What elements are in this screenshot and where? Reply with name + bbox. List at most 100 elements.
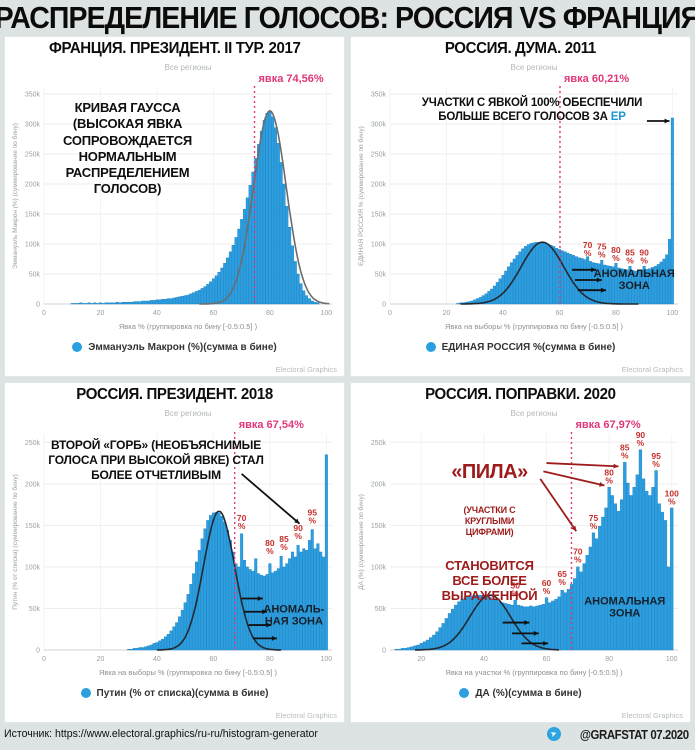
svg-text:95: 95	[308, 507, 318, 517]
chart-area-duma-2011: 0 50k 100k 150k 200k 250k 300k 350k 0 20 40 60 80 100…	[354, 58, 687, 338]
svg-text:50: 50	[510, 581, 520, 591]
svg-text:60: 60	[210, 310, 218, 317]
credit-badge: ➤ @GRAFSTAT 07.2020	[547, 727, 689, 742]
svg-text:Явка % (группировка по бину [-: Явка % (группировка по бину [-0.5:0.5] )	[119, 322, 258, 331]
legend-dot-icon	[80, 688, 91, 698]
legend-dot-icon	[459, 688, 470, 698]
svg-text:%: %	[543, 586, 551, 596]
svg-text:80: 80	[605, 656, 613, 663]
svg-text:0: 0	[36, 302, 40, 309]
svg-text:100: 100	[321, 656, 333, 663]
svg-text:ЗОНА: ЗОНА	[609, 607, 640, 619]
svg-text:Все регионы: Все регионы	[165, 63, 212, 72]
svg-text:70: 70	[583, 240, 593, 250]
saw-subtitle: (УЧАСТКИ С КРУГЛЫМИ ЦИФРАМИ)	[463, 505, 516, 537]
watermark: Electoral Graphics	[275, 365, 337, 374]
svg-text:явка 74,56%: явка 74,56%	[259, 73, 324, 85]
panel-title: РОССИЯ. ДУМА. 2011	[444, 40, 597, 57]
svg-text:20: 20	[97, 310, 105, 317]
svg-text:80: 80	[266, 656, 274, 663]
svg-text:40: 40	[499, 310, 507, 317]
svg-text:АНОМАЛЬ-: АНОМАЛЬ-	[263, 604, 324, 616]
svg-text:100: 100	[321, 310, 333, 317]
svg-text:90: 90	[293, 523, 303, 533]
svg-text:50k: 50k	[29, 606, 41, 613]
svg-text:Все регионы: Все регионы	[165, 409, 212, 418]
svg-text:%: %	[294, 531, 302, 541]
svg-text:0: 0	[382, 648, 386, 655]
svg-text:явка 67,54%: явка 67,54%	[239, 419, 304, 431]
svg-text:250k: 250k	[25, 440, 41, 447]
svg-text:0: 0	[388, 310, 392, 317]
histogram-duma-2011: 0 50k 100k 150k 200k 250k 300k 350k 0 20 40 60 80 100…	[357, 63, 679, 331]
saw-title: «ПИЛА»	[451, 461, 528, 483]
svg-text:200k: 200k	[25, 182, 41, 189]
svg-text:350k: 350k	[371, 92, 387, 99]
svg-text:явка 67,97%: явка 67,97%	[575, 419, 640, 431]
svg-text:40: 40	[153, 310, 161, 317]
panel-title: РОССИЯ. ПРЕЗИДЕНТ. 2018	[76, 386, 273, 403]
annotation-second-hump: ВТОРОЙ «ГОРБ» (НЕОБЪЯСНИМЫЕ ГОЛОСА ПРИ В…	[48, 438, 264, 482]
svg-text:100: 100	[667, 310, 679, 317]
legend-amendments-2020: ДА (%)(сумма в бине)	[351, 684, 690, 702]
legend-france-2017: Эммануэль Макрон (%)(сумма в бине)	[5, 338, 344, 356]
svg-text:85: 85	[625, 247, 635, 257]
svg-text:50k: 50k	[375, 606, 387, 613]
svg-text:20: 20	[417, 656, 425, 663]
svg-text:%: %	[637, 438, 645, 448]
svg-text:АНОМАЛЬНАЯ: АНОМАЛЬНАЯ	[594, 268, 675, 280]
svg-text:Явка на участки % (группировка: Явка на участки % (группировка по бину […	[445, 668, 623, 677]
svg-text:100k: 100k	[25, 242, 41, 249]
panel-russia-amendments-2020: РОССИЯ. ПОПРАВКИ. 2020 0 50k 100k 150k 200k 2…	[350, 382, 691, 723]
svg-text:200k: 200k	[25, 481, 41, 488]
united-russia-abbrev: ЕР	[610, 111, 626, 124]
svg-text:250k: 250k	[25, 152, 41, 159]
svg-text:Путин (% от списка) (суммирова: Путин (% от списка) (суммирование по бин…	[11, 474, 19, 609]
svg-text:%: %	[511, 589, 519, 599]
svg-text:150k: 150k	[25, 523, 41, 530]
svg-text:50k: 50k	[29, 272, 41, 279]
svg-text:60: 60	[543, 656, 551, 663]
legend-dot-icon	[72, 342, 83, 352]
svg-text:100k: 100k	[371, 564, 387, 571]
svg-text:ДА (%) (суммирование по бину): ДА (%) (суммирование по бину)	[357, 494, 365, 590]
watermark: Electoral Graphics	[621, 711, 683, 720]
chart-area-president-2018: 0 50k 100k 150k 200k 250k 0 20 40 60 80 100 явка 67,…	[8, 404, 341, 684]
svg-text:0: 0	[382, 302, 386, 309]
panel-russia-president-2018: РОССИЯ. ПРЕЗИДЕНТ. 2018 0 50k 100k 150k 200k…	[4, 382, 345, 723]
source-link[interactable]: Источник: https://www.electoral.graphics…	[4, 728, 318, 740]
svg-text:20: 20	[443, 310, 451, 317]
svg-text:0: 0	[42, 656, 46, 663]
legend-label: ДА (%)(сумма в бине)	[475, 687, 582, 699]
svg-text:%: %	[621, 451, 629, 461]
svg-text:100: 100	[665, 488, 679, 498]
panel-france-president-2017: ФРАНЦИЯ. ПРЕЗИДЕНТ. II ТУР. 2017 0 50k 100…	[4, 36, 345, 377]
svg-text:250k: 250k	[371, 440, 387, 447]
svg-text:%: %	[590, 521, 598, 531]
watermark: Electoral Graphics	[621, 365, 683, 374]
legend-label: ЕДИНАЯ РОССИЯ %(сумма в бине)	[441, 341, 616, 353]
credit-text: @GRAFSTAT 07.2020	[580, 726, 689, 742]
annotation-saw-pattern: «ПИЛА» (УЧАСТКИ С КРУГЛЫМИ ЦИФРАМИ) СТАН…	[412, 442, 567, 624]
svg-text:150k: 150k	[371, 212, 387, 219]
chart-area-france-2017: 0 50k 100k 150k 200k 250k 300k 350k 0 20 40 60 80 100…	[8, 58, 341, 338]
svg-text:%: %	[668, 496, 676, 506]
histogram-president-2018: 0 50k 100k 150k 200k 250k 0 20 40 60 80 100 явка 67,…	[11, 409, 333, 677]
svg-text:20: 20	[97, 656, 105, 663]
legend-president-2018: Путин (% от списка)(сумма в бине)	[5, 684, 344, 702]
annotation-100-percent-turnout: УЧАСТКИ С ЯВКОЙ 100% ОБЕСПЕЧИЛИ БОЛЬШЕ В…	[421, 97, 643, 124]
svg-text:350k: 350k	[25, 92, 41, 99]
svg-text:%: %	[574, 554, 582, 564]
infographic-title: РАСПРЕДЕЛЕНИЕ ГОЛОСОВ: РОССИЯ VS ФРАНЦИЯ	[0, 0, 695, 36]
svg-text:0: 0	[36, 648, 40, 655]
chart-area-amendments-2020: 0 50k 100k 150k 200k 250k 20 40 60 80 100 явка 67,9…	[354, 404, 687, 684]
svg-text:%: %	[652, 459, 660, 469]
svg-text:90: 90	[636, 430, 646, 440]
annotation-gauss-curve: КРИВАЯ ГАУССА (ВЫСОКАЯ ЯВКА СОПРОВОЖДАЕТ…	[62, 100, 193, 197]
svg-text:75: 75	[597, 241, 607, 251]
legend-label: Эммануэль Макрон (%)(сумма в бине)	[88, 341, 277, 353]
svg-text:80: 80	[611, 245, 621, 255]
svg-text:40: 40	[480, 656, 488, 663]
svg-text:75: 75	[589, 513, 599, 523]
svg-text:%: %	[558, 577, 566, 587]
